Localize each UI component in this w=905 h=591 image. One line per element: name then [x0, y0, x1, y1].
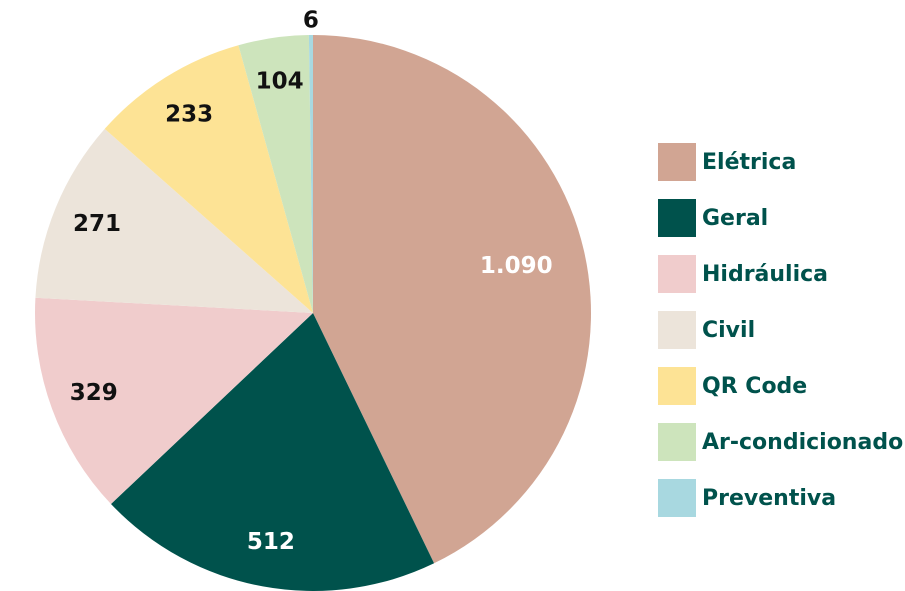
pie-slice	[104, 45, 313, 314]
legend-swatch	[658, 311, 696, 349]
legend-swatch	[658, 423, 696, 461]
data-label: 271	[73, 211, 121, 237]
legend-swatch	[658, 199, 696, 237]
legend-label: Ar-condicionado	[702, 430, 903, 455]
pie-slice	[35, 128, 314, 313]
legend-label: Hidráulica	[702, 262, 828, 287]
legend-label: Preventiva	[702, 486, 836, 511]
data-label: 329	[70, 380, 118, 406]
data-label: 6	[303, 8, 319, 34]
pie-slice	[238, 35, 313, 314]
legend-label: QR Code	[702, 374, 807, 399]
pie-slice	[110, 313, 435, 591]
data-label: 233	[165, 102, 213, 128]
data-label: 1.090	[480, 253, 553, 279]
legend-label: Geral	[702, 206, 768, 231]
legend-swatch	[658, 143, 696, 181]
legend-label: Civil	[702, 318, 755, 343]
data-label: 104	[256, 68, 304, 94]
legend-label: Elétrica	[702, 150, 796, 175]
pie-slice	[313, 35, 591, 564]
pie-slice	[308, 35, 313, 313]
legend-swatch	[658, 479, 696, 517]
data-label: 512	[247, 529, 295, 555]
legend-swatch	[658, 367, 696, 405]
pie-slice	[35, 297, 314, 504]
legend-swatch	[658, 255, 696, 293]
